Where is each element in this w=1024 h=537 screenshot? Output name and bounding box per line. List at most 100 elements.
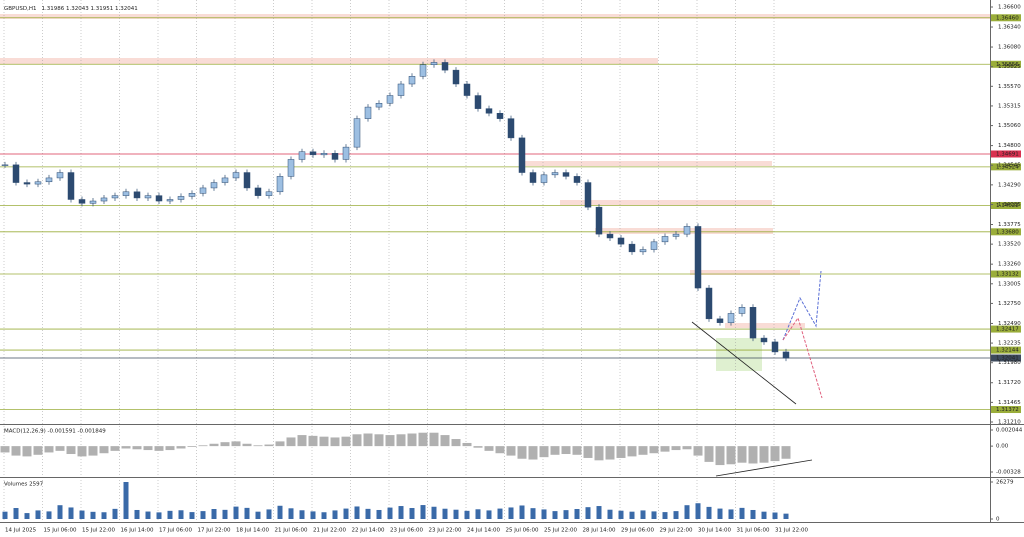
candle [342, 146, 350, 160]
macd-bar [143, 446, 153, 451]
candle [243, 172, 251, 189]
level-label: 1.33132 [996, 272, 1019, 278]
macd-bar [759, 446, 769, 463]
volume-bar [519, 505, 525, 519]
macd-bar [264, 444, 274, 447]
volume-bar [739, 507, 745, 519]
volume-bar [35, 510, 41, 519]
macd-bar [462, 442, 472, 447]
level-tag [991, 228, 1021, 236]
macd-bar [671, 446, 681, 451]
time-label: 21 Jul 06:00 [275, 528, 308, 534]
price-tick-label: 1.36340 [998, 25, 1021, 31]
macd-tick-label: 0.002044 [996, 428, 1023, 434]
price-tick-label: 1.36080 [998, 45, 1021, 51]
volume-bar [486, 510, 492, 519]
level-label: 1.35856 [996, 62, 1019, 68]
macd-bar [220, 442, 230, 447]
macd-tick-label: -0.00328 [996, 470, 1021, 476]
macd-bar [121, 446, 131, 449]
macd-bar [176, 446, 186, 449]
price-tick-label: 1.35825 [998, 64, 1021, 70]
chart-header: GBPUSD,H1 1.31986 1.32043 1.31951 1.32041 [4, 6, 138, 12]
volume-bar [552, 511, 558, 519]
macd-bar [616, 446, 626, 458]
macd-bar [484, 446, 494, 451]
volume-bar [464, 510, 470, 519]
candle [650, 241, 658, 250]
candle [694, 226, 702, 289]
volume-bar [596, 506, 602, 519]
macd-bar [66, 446, 76, 455]
zone [560, 200, 772, 205]
volume-bar [409, 508, 415, 519]
volume-bar [431, 506, 437, 519]
price-tick-label: 1.33775 [998, 222, 1021, 228]
price-tick-label: 1.35315 [998, 103, 1021, 109]
macd-bar [495, 446, 505, 454]
price-tick-label: 1.32490 [998, 321, 1021, 327]
price-tick-label: 1.34800 [998, 143, 1021, 149]
macd-bar [572, 446, 582, 455]
candle [518, 137, 526, 173]
volume-bar [266, 509, 272, 519]
volume-bar [167, 510, 173, 519]
level-tag [991, 270, 1021, 278]
time-label: 16 Jul 14:00 [121, 528, 154, 534]
volume-bar [695, 503, 701, 519]
volume-bar [365, 508, 371, 519]
zone [0, 58, 658, 64]
zone [725, 323, 805, 328]
time-label: 17 Jul 22:00 [198, 528, 231, 534]
macd-bar [561, 446, 571, 455]
volume-bar [508, 507, 514, 519]
candle [133, 191, 141, 199]
candle [551, 172, 559, 176]
candle [584, 182, 592, 208]
volume-bar [288, 508, 294, 519]
candle [56, 172, 64, 179]
time-label: 29 Jul 22:00 [660, 528, 693, 534]
volume-bar [13, 508, 19, 519]
candle [507, 118, 515, 139]
macd-bar [385, 435, 395, 447]
macd-bar [704, 446, 714, 462]
volume-tick-label: 26279 [996, 480, 1014, 486]
forecast-up [782, 270, 822, 341]
macd-bar [693, 446, 703, 456]
macd-bar [209, 443, 219, 447]
time-label: 15 Jul 06:00 [44, 528, 77, 534]
volume-bar [24, 513, 30, 519]
volume-bar [783, 513, 789, 519]
macd-bar [429, 432, 439, 447]
price-tick-label: 1.31210 [998, 420, 1021, 426]
candle [408, 76, 416, 85]
candle [496, 113, 504, 119]
macd-bar [660, 446, 670, 452]
candle [45, 177, 53, 183]
volume-bar [706, 506, 712, 519]
macd-bar [330, 437, 340, 447]
volume-bar [134, 509, 140, 519]
candle [298, 151, 306, 160]
volume-bar [332, 510, 338, 519]
volume-bar [607, 509, 613, 519]
time-label: 28 Jul 14:00 [583, 528, 616, 534]
volume-bar [277, 505, 283, 519]
volume-bar [2, 511, 8, 519]
volume-bar [123, 482, 129, 519]
level-label: 1.32144 [996, 348, 1019, 354]
volume-bar [255, 511, 261, 519]
time-label: 17 Jul 06:00 [159, 528, 192, 534]
volume-bar [376, 509, 382, 519]
time-label: 22 Jul 14:00 [352, 528, 385, 534]
volume-bar [211, 509, 217, 519]
symbol: GBPUSD,H1 [4, 6, 37, 12]
candle [672, 233, 680, 237]
level-tag [991, 163, 1021, 171]
macd-bar [319, 436, 329, 447]
candle [67, 172, 75, 200]
time-label: 14 Jul 2025 [5, 528, 37, 534]
candle [474, 95, 482, 109]
